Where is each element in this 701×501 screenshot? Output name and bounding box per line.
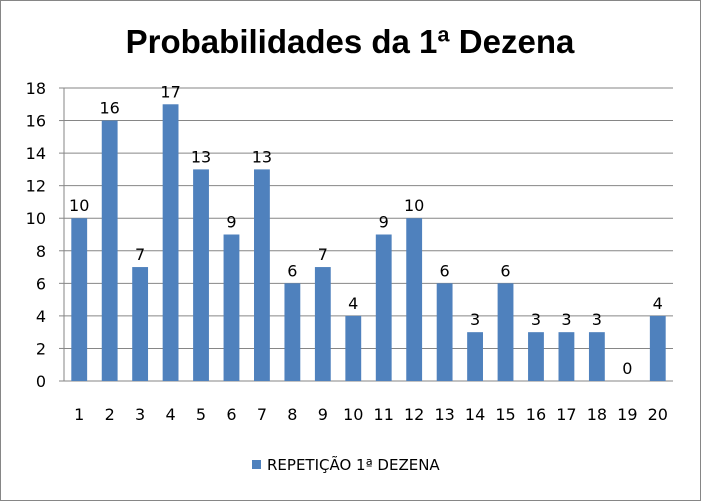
data-label: 3 <box>561 310 571 329</box>
y-tick-label: 2 <box>36 339 46 358</box>
bar <box>193 169 209 381</box>
bar <box>406 218 423 381</box>
x-tick-label: 12 <box>404 405 424 424</box>
gridlines <box>64 87 673 349</box>
data-label: 17 <box>160 82 180 101</box>
y-tick-label: 4 <box>36 307 46 326</box>
y-tick-label: 10 <box>26 209 46 228</box>
bar <box>223 234 240 381</box>
legend: REPETIÇÃO 1ª DEZENA <box>252 455 440 474</box>
bar <box>345 315 362 381</box>
data-label: 7 <box>318 245 328 264</box>
x-tick-label: 4 <box>165 405 175 424</box>
data-label: 0 <box>622 359 632 378</box>
data-label: 3 <box>470 310 480 329</box>
x-tick-label: 5 <box>196 405 206 424</box>
data-label: 10 <box>404 196 424 215</box>
x-tick-label: 14 <box>465 405 485 424</box>
bars <box>71 104 666 382</box>
x-tick-label: 7 <box>257 405 267 424</box>
legend-swatch <box>252 460 261 469</box>
x-tick-label: 6 <box>226 405 236 424</box>
data-label: 7 <box>135 245 145 264</box>
x-tick-label: 8 <box>287 405 297 424</box>
x-tick-label: 10 <box>343 405 363 424</box>
data-label: 9 <box>226 213 236 232</box>
y-tick-label: 18 <box>26 79 46 98</box>
data-label: 3 <box>531 310 541 329</box>
y-tick-label: 12 <box>26 177 46 196</box>
x-tick-label: 15 <box>495 405 515 424</box>
data-label: 4 <box>653 294 663 313</box>
data-label: 10 <box>69 196 89 215</box>
y-tick-label: 16 <box>26 112 46 131</box>
y-tick-label: 6 <box>36 274 46 293</box>
data-label: 13 <box>191 147 211 166</box>
data-labels: 10 16 7 17 13 9 13 6 7 4 9 10 6 3 6 3 3 3 0 4 <box>69 82 663 378</box>
bar <box>528 332 544 381</box>
x-tick-label: 1 <box>74 405 84 424</box>
axes <box>63 88 673 382</box>
x-tick-label: 17 <box>556 405 576 424</box>
chart-title: Probabilidades da 1ª Dezena <box>126 23 575 60</box>
bar <box>436 283 453 381</box>
bar <box>162 104 179 382</box>
x-axis-ticks: 1 2 3 4 5 6 7 8 9 10 11 12 13 14 15 16 17 18 19 20 <box>74 405 668 424</box>
bar <box>132 267 149 381</box>
data-label: 3 <box>592 310 602 329</box>
x-tick-label: 3 <box>135 405 145 424</box>
y-tick-label: 14 <box>26 144 46 163</box>
x-tick-label: 18 <box>587 405 607 424</box>
x-tick-label: 11 <box>374 405 394 424</box>
bar <box>314 267 331 381</box>
bar <box>497 283 514 381</box>
x-tick-label: 2 <box>105 405 115 424</box>
legend-label: REPETIÇÃO 1ª DEZENA <box>267 455 440 474</box>
data-label: 16 <box>99 99 119 118</box>
x-tick-label: 9 <box>318 405 328 424</box>
x-tick-label: 19 <box>617 405 637 424</box>
bar <box>558 332 575 381</box>
x-tick-label: 13 <box>434 405 454 424</box>
data-label: 6 <box>500 261 510 280</box>
y-tick-label: 0 <box>36 372 46 391</box>
bar <box>284 283 301 381</box>
bar <box>375 234 392 381</box>
data-label: 13 <box>252 147 272 166</box>
data-label: 6 <box>440 261 450 280</box>
bar <box>254 169 270 381</box>
x-tick-label: 16 <box>526 405 546 424</box>
bar <box>649 315 666 381</box>
bar <box>71 218 88 381</box>
data-label: 4 <box>348 294 358 313</box>
data-label: 6 <box>287 261 297 280</box>
data-label: 9 <box>379 213 389 232</box>
bar <box>588 332 605 381</box>
bar <box>101 120 118 382</box>
y-tick-label: 8 <box>36 242 46 261</box>
y-axis-ticks: 0 2 4 6 8 10 12 14 16 18 <box>26 79 64 391</box>
bar <box>467 332 483 381</box>
x-tick-label: 20 <box>648 405 668 424</box>
